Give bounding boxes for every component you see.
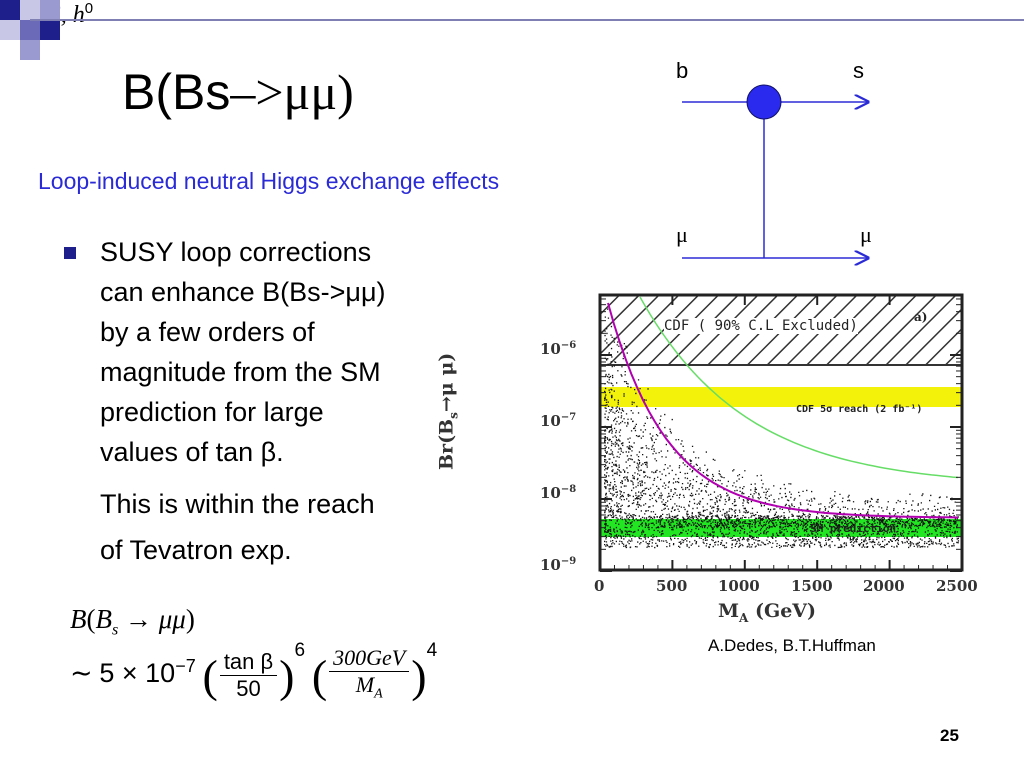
- cdf-reach-band: [600, 387, 962, 407]
- deco-square: [20, 0, 40, 20]
- label-mu-left: μ: [676, 222, 688, 247]
- title-arrow: –>μμ): [230, 64, 354, 120]
- x-tick: 1500: [791, 577, 833, 595]
- paragraph-line: of Tevatron exp.: [100, 535, 292, 565]
- bullet-line: by a few orders of: [100, 317, 315, 347]
- magenta-fit-curve: [607, 302, 959, 519]
- scatter-points: [600, 295, 962, 549]
- plot-frame: [598, 293, 964, 572]
- page-number: 25: [940, 726, 959, 745]
- deco-square: [0, 20, 20, 40]
- scatter-dots: [604, 308, 960, 549]
- panel-label: a): [914, 310, 928, 324]
- x-tick: 2500: [936, 577, 978, 595]
- deco-square: [20, 40, 40, 60]
- bullet-line: prediction for large: [100, 397, 324, 427]
- x-tick: 1000: [718, 577, 760, 595]
- bullet-line: SUSY loop corrections: [100, 237, 372, 267]
- label-b: b: [676, 58, 689, 83]
- slide-subtitle: Loop-induced neutral Higgs exchange effe…: [38, 168, 500, 194]
- bullet-icon: [64, 247, 76, 259]
- fraction-mass: 300GeV MA: [329, 645, 410, 707]
- plot-x-axis-label: MA (GeV): [718, 600, 817, 625]
- sm-prediction-band: [600, 519, 962, 537]
- x-tick: 500: [656, 577, 688, 595]
- higgs-bosons-label: A0, H0, h0: [0, 0, 94, 28]
- paragraph-line: This is within the reach: [100, 489, 375, 519]
- cdf-excluded-label: CDF ( 90% C.L Excluded): [664, 318, 858, 334]
- y-tick-1e-8: 10−8: [540, 484, 577, 502]
- header-rule: [30, 19, 1024, 21]
- label-s: s: [853, 58, 864, 83]
- y-tick-1e-9: 10−9: [540, 556, 577, 574]
- y-tick-1e-7: 10−7: [540, 412, 577, 430]
- plot-y-axis-label: Br(Bs→μ μ): [435, 352, 461, 470]
- bullet-line: magnitude from the SM: [100, 357, 381, 387]
- y-tick-1e-6: 10−6: [540, 340, 577, 358]
- label-mu-right: μ: [860, 222, 872, 247]
- figure-credit: A.Dedes, B.T.Huffman: [708, 636, 876, 655]
- formula-line-1: B(Bs → μμ): [70, 604, 195, 639]
- green-bound-curve: [639, 296, 959, 479]
- plot-ticks: [599, 295, 963, 572]
- feynman-diagram: [682, 84, 900, 280]
- deco-square: [40, 0, 60, 20]
- loop-vertex-blob: [746, 84, 782, 120]
- x-tick: 0: [594, 577, 605, 595]
- bullet-line: values of tan β.: [100, 437, 284, 467]
- sm-prediction-label: SM prediction: [810, 522, 897, 535]
- deco-square: [40, 20, 60, 40]
- deco-square: [20, 20, 40, 40]
- x-tick: 2000: [863, 577, 905, 595]
- bullet-line: can enhance B(Bs->μμ): [100, 277, 386, 307]
- formula-line-2: ∼ 5 × 10−7 (tan β 50)6 (300GeV MA)4: [70, 640, 437, 707]
- scatter-dense-band: [640, 515, 959, 529]
- br-plot: [598, 293, 964, 572]
- slide-title: B(Bs–>μμ): [122, 64, 354, 120]
- cdf-reach-label: CDF 5σ reach (2 fb⁻¹): [796, 404, 923, 415]
- fraction-tan-beta: tan β 50: [219, 649, 278, 702]
- deco-square: [0, 0, 20, 20]
